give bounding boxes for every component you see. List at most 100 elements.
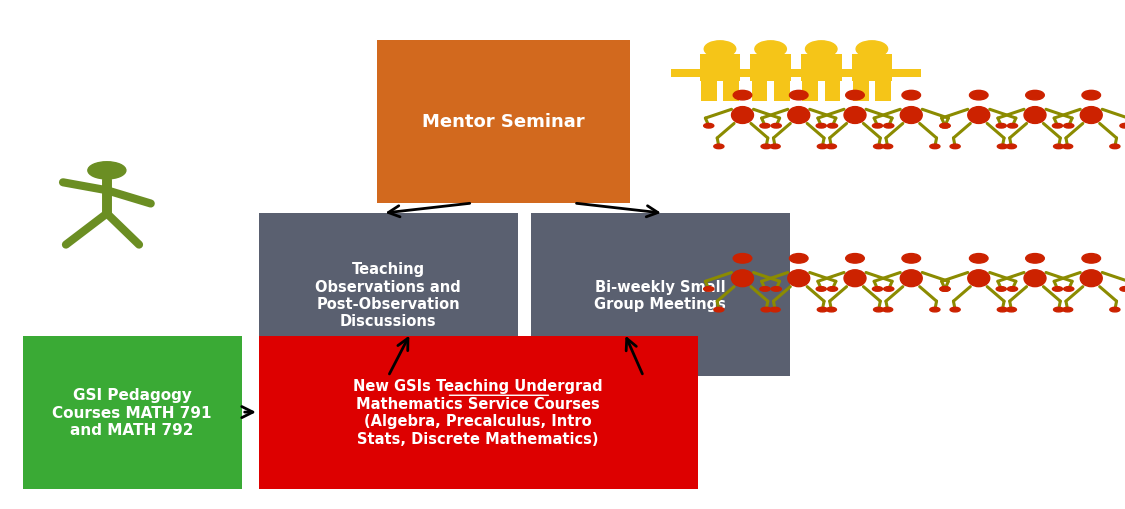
Circle shape <box>714 307 724 312</box>
Text: New GSIs Teaching Undergrad
Mathematics Service Courses
(Algebra, Precalculus, I: New GSIs Teaching Undergrad Mathematics … <box>353 379 603 446</box>
Circle shape <box>997 287 1007 292</box>
FancyBboxPatch shape <box>259 336 698 489</box>
Ellipse shape <box>755 42 786 58</box>
Circle shape <box>1007 145 1017 150</box>
Circle shape <box>873 124 883 129</box>
Ellipse shape <box>970 254 988 264</box>
Circle shape <box>1062 145 1073 150</box>
Circle shape <box>88 162 126 180</box>
Circle shape <box>950 145 961 150</box>
FancyBboxPatch shape <box>700 55 740 81</box>
Circle shape <box>1064 287 1073 292</box>
Circle shape <box>1053 307 1064 312</box>
Circle shape <box>770 307 780 312</box>
FancyBboxPatch shape <box>789 70 820 77</box>
Circle shape <box>1007 307 1017 312</box>
Circle shape <box>1008 124 1018 129</box>
Circle shape <box>826 307 837 312</box>
Ellipse shape <box>731 270 754 287</box>
Circle shape <box>828 124 837 129</box>
Circle shape <box>940 124 951 129</box>
FancyBboxPatch shape <box>802 81 818 102</box>
Text: Teaching
Observations and
Post-Observation
Discussions: Teaching Observations and Post-Observati… <box>315 262 461 329</box>
Circle shape <box>704 287 714 292</box>
Ellipse shape <box>788 270 810 287</box>
Ellipse shape <box>734 91 752 101</box>
Ellipse shape <box>900 270 922 287</box>
FancyBboxPatch shape <box>772 70 803 77</box>
Circle shape <box>817 287 826 292</box>
Circle shape <box>883 307 893 312</box>
Circle shape <box>940 287 950 292</box>
Circle shape <box>828 287 837 292</box>
Text: Bi-weekly Small
Group Meetings: Bi-weekly Small Group Meetings <box>594 279 727 312</box>
Ellipse shape <box>846 91 864 101</box>
Circle shape <box>930 307 940 312</box>
Ellipse shape <box>1026 91 1044 101</box>
Circle shape <box>826 145 837 150</box>
Ellipse shape <box>1082 91 1100 101</box>
Circle shape <box>884 124 893 129</box>
Circle shape <box>817 307 828 312</box>
Circle shape <box>940 124 950 129</box>
FancyBboxPatch shape <box>875 81 891 102</box>
Circle shape <box>772 124 782 129</box>
Ellipse shape <box>790 254 808 264</box>
Circle shape <box>1109 145 1120 150</box>
FancyBboxPatch shape <box>853 81 868 102</box>
FancyBboxPatch shape <box>721 70 753 77</box>
FancyBboxPatch shape <box>723 81 739 102</box>
Circle shape <box>714 145 724 150</box>
FancyBboxPatch shape <box>752 81 767 102</box>
Ellipse shape <box>1024 270 1046 287</box>
Circle shape <box>1053 287 1062 292</box>
Ellipse shape <box>1024 107 1046 124</box>
Circle shape <box>759 287 770 292</box>
FancyBboxPatch shape <box>750 55 791 81</box>
Circle shape <box>772 287 782 292</box>
FancyBboxPatch shape <box>825 81 840 102</box>
Circle shape <box>997 124 1007 129</box>
Ellipse shape <box>970 91 988 101</box>
FancyBboxPatch shape <box>531 214 790 377</box>
Ellipse shape <box>844 270 866 287</box>
FancyBboxPatch shape <box>890 70 921 77</box>
Circle shape <box>1053 145 1064 150</box>
Circle shape <box>1062 307 1073 312</box>
Circle shape <box>1120 124 1125 129</box>
Circle shape <box>998 307 1008 312</box>
Circle shape <box>760 145 772 150</box>
FancyBboxPatch shape <box>701 81 717 102</box>
Ellipse shape <box>968 270 990 287</box>
Circle shape <box>874 307 884 312</box>
Circle shape <box>874 145 884 150</box>
Ellipse shape <box>968 107 990 124</box>
Circle shape <box>930 145 940 150</box>
Circle shape <box>940 287 951 292</box>
Ellipse shape <box>1082 254 1100 264</box>
FancyBboxPatch shape <box>22 336 242 489</box>
Circle shape <box>950 307 961 312</box>
Ellipse shape <box>1080 270 1102 287</box>
Circle shape <box>1053 124 1062 129</box>
Circle shape <box>770 145 780 150</box>
FancyBboxPatch shape <box>670 70 702 77</box>
Circle shape <box>817 145 828 150</box>
Circle shape <box>760 307 772 312</box>
Ellipse shape <box>902 91 920 101</box>
FancyBboxPatch shape <box>774 81 790 102</box>
Circle shape <box>1120 287 1125 292</box>
Ellipse shape <box>902 254 920 264</box>
Circle shape <box>998 145 1008 150</box>
Ellipse shape <box>788 107 810 124</box>
Circle shape <box>1064 124 1073 129</box>
Ellipse shape <box>856 42 888 58</box>
Circle shape <box>1109 307 1120 312</box>
Ellipse shape <box>731 107 754 124</box>
FancyBboxPatch shape <box>738 70 770 77</box>
Ellipse shape <box>846 254 864 264</box>
Ellipse shape <box>704 42 736 58</box>
Ellipse shape <box>1080 107 1102 124</box>
Circle shape <box>873 287 883 292</box>
Ellipse shape <box>806 42 837 58</box>
